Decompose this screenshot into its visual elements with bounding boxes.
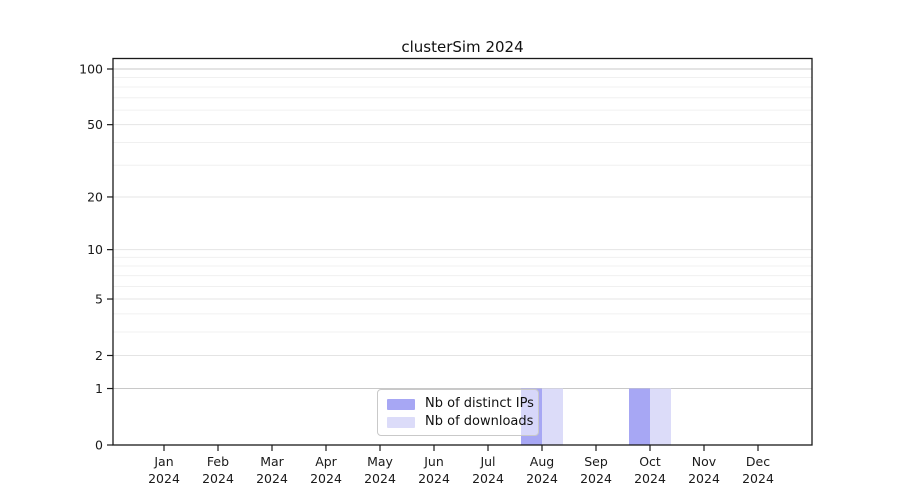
x-axis-tick-label-year-jul: 2024	[472, 471, 504, 486]
legend-swatch-distinct-ips	[387, 398, 415, 410]
x-axis-tick-label-year-may: 2024	[364, 471, 396, 486]
x-axis-tick-label-month-nov: Nov	[692, 454, 717, 469]
y-axis-tick-label-100: 100	[79, 61, 103, 76]
legend-item-distinct-ips: Nb of distinct IPs	[387, 395, 534, 413]
x-axis-tick-label-year-nov: 2024	[688, 471, 720, 486]
x-axis-tick-label-month-jan: Jan	[153, 454, 173, 469]
x-axis-tick-label-month-aug: Aug	[530, 454, 554, 469]
x-axis-tick-label-year-oct: 2024	[634, 471, 666, 486]
bar-downloads-oct-2024	[650, 388, 671, 445]
x-axis-tick-label-month-oct: Oct	[639, 454, 661, 469]
legend-label-distinct-ips: Nb of distinct IPs	[425, 396, 534, 411]
x-axis-tick-label-year-aug: 2024	[526, 471, 558, 486]
x-axis-tick-label-year-jun: 2024	[418, 471, 450, 486]
x-axis-tick-label-year-apr: 2024	[310, 471, 342, 486]
legend: Nb of distinct IPs Nb of downloads	[377, 389, 539, 436]
x-axis-tick-label-year-jan: 2024	[148, 471, 180, 486]
y-axis-tick-label-20: 20	[87, 189, 103, 204]
plot-border	[112, 57, 813, 446]
x-axis-tick-label-month-feb: Feb	[207, 454, 229, 469]
y-axis-tick-label-50: 50	[87, 117, 103, 132]
chart-title: clusterSim 2024	[401, 38, 524, 56]
bar-downloads-aug-2024	[542, 388, 563, 445]
y-axis-tick-label-2: 2	[95, 348, 103, 363]
y-axis-tick-label-0: 0	[95, 437, 103, 452]
legend-swatch-downloads	[387, 416, 415, 428]
x-axis-tick-label-year-dec: 2024	[742, 471, 774, 486]
x-axis-tick-label-month-mar: Mar	[260, 454, 284, 469]
x-axis-tick-label-month-jun: Jun	[423, 454, 444, 469]
legend-label-downloads: Nb of downloads	[425, 414, 534, 429]
bar-distinct-ips-oct-2024	[629, 388, 650, 445]
x-axis-tick-label-year-sep: 2024	[580, 471, 612, 486]
x-axis-tick-label-month-sep: Sep	[584, 454, 608, 469]
x-axis-tick-label-month-apr: Apr	[315, 454, 337, 469]
legend-item-downloads: Nb of downloads	[387, 413, 533, 431]
x-axis-tick-label-year-feb: 2024	[202, 471, 234, 486]
x-axis-tick-label-month-may: May	[367, 454, 393, 469]
y-axis-tick-label-1: 1	[95, 381, 103, 396]
x-axis-tick-label-month-jul: Jul	[479, 454, 495, 469]
y-axis-tick-label-10: 10	[87, 242, 103, 257]
y-axis-tick-label-5: 5	[95, 291, 103, 306]
x-axis-tick-label-year-mar: 2024	[256, 471, 288, 486]
x-axis-tick-label-month-dec: Dec	[746, 454, 770, 469]
